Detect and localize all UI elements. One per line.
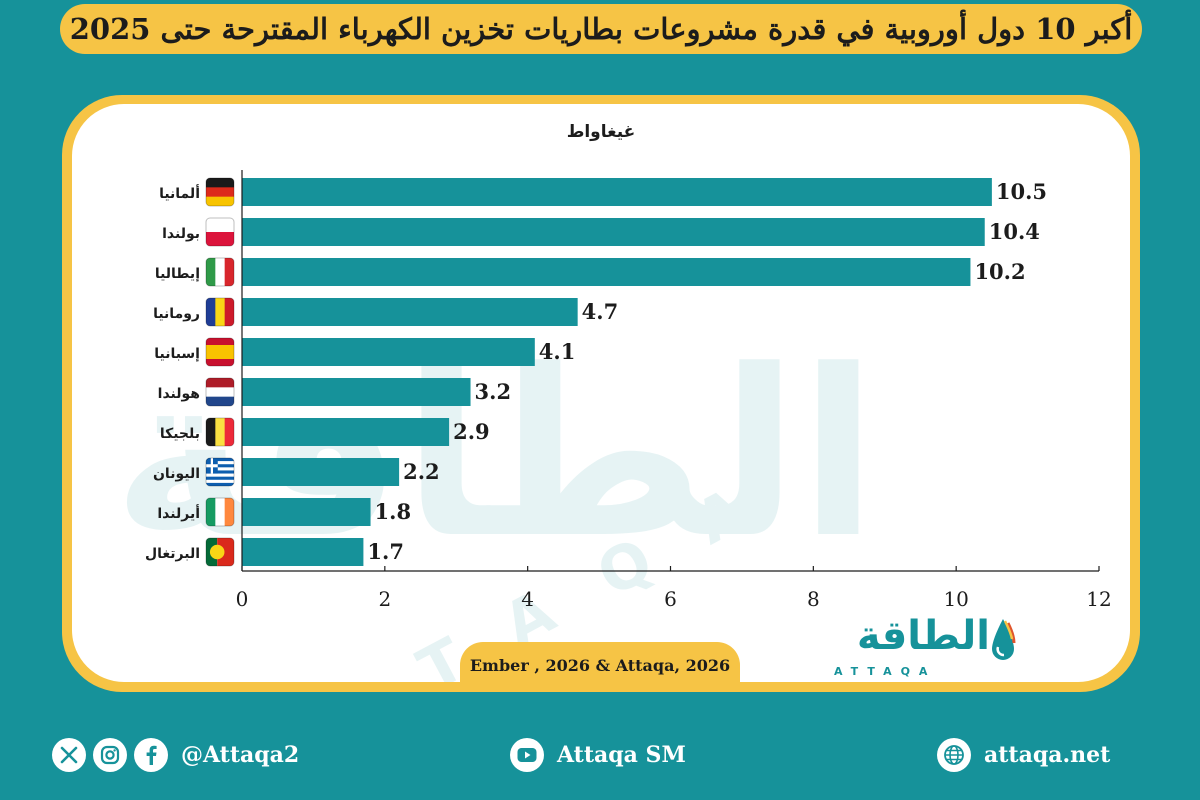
website-group: attaqa.net — [937, 738, 1110, 772]
x-icon[interactable] — [52, 738, 86, 772]
bar-value-label: 1.8 — [375, 499, 412, 524]
x-tick-label: 6 — [664, 587, 677, 611]
unit-label: غيغاواط — [567, 122, 636, 142]
brand-name-ar: الطاقة — [856, 613, 990, 659]
bar-chart: الطاقة ATTAQA غيغاواط 10.5 ألمانيا 10.4 بول… — [112, 122, 1112, 682]
bar-value-label: 2.2 — [403, 459, 440, 484]
bar-value-label: 4.1 — [539, 339, 576, 364]
flag-icon-be — [205, 417, 235, 447]
x-tick-label: 0 — [236, 587, 249, 611]
flag-icon-de — [205, 177, 235, 207]
bar-value-label: 2.9 — [453, 419, 490, 444]
chart-card: الطاقة ATTAQA غيغاواط 10.5 ألمانيا 10.4 بول… — [72, 104, 1130, 682]
flag-icon-ie — [205, 497, 235, 527]
x-tick-label: 12 — [1086, 587, 1111, 611]
x-tick-label: 10 — [943, 587, 968, 611]
flag-icon-it — [205, 257, 235, 287]
social-group: @Attaqa2 — [52, 738, 299, 772]
bar-value-label: 4.7 — [582, 299, 619, 324]
flag-icon-gr — [205, 457, 235, 487]
bar — [242, 338, 535, 366]
category-label: البرتغال — [145, 546, 200, 562]
source-text: Ember , 2026 & Attaqa, 2026 — [469, 655, 731, 675]
source-pill: Ember , 2026 & Attaqa, 2026 — [460, 642, 740, 688]
category-label: إسبانيا — [154, 346, 200, 362]
bar — [242, 458, 400, 486]
chart-title: أكبر 10 دول أوروبية في قدرة مشروعات بطار… — [69, 12, 1133, 46]
youtube-group: Attaqa SM — [510, 738, 686, 772]
globe-icon[interactable] — [937, 738, 971, 772]
x-tick-label: 8 — [807, 587, 820, 611]
flag-icon-pl — [205, 217, 235, 247]
category-label: اليونان — [153, 466, 200, 482]
bar-value-label: 10.5 — [996, 179, 1047, 204]
bar — [242, 258, 971, 286]
category-label: ألمانيا — [159, 184, 200, 202]
flag-icon-ro — [205, 297, 235, 327]
bar-value-label: 10.4 — [989, 219, 1040, 244]
x-tick-label: 2 — [378, 587, 391, 611]
bar — [242, 178, 992, 206]
flag-icon-nl — [205, 377, 235, 407]
brand-logo: الطاقة ATTAQA — [826, 613, 1016, 685]
footer: @Attaqa2 Attaqa SM attaqa.net — [0, 720, 1200, 800]
bar — [242, 538, 364, 566]
category-label: أيرلندا — [157, 504, 200, 522]
bar — [242, 378, 471, 406]
instagram-icon[interactable] — [93, 738, 127, 772]
bar — [242, 218, 985, 246]
flag-icon-es — [205, 337, 235, 367]
category-label: بلجيكا — [160, 426, 200, 442]
brand-name-en: ATTAQA — [834, 665, 937, 678]
category-label: رومانيا — [153, 306, 200, 322]
flag-icon-pt — [205, 537, 235, 567]
youtube-icon[interactable] — [510, 738, 544, 772]
facebook-icon[interactable] — [134, 738, 168, 772]
bar-value-label: 10.2 — [974, 259, 1025, 284]
bar — [242, 418, 450, 446]
category-label: هولندا — [158, 386, 200, 402]
bar-value-label: 1.7 — [367, 539, 404, 564]
social-handle[interactable]: @Attaqa2 — [181, 742, 300, 768]
bar — [242, 298, 578, 326]
x-tick-label: 4 — [521, 587, 534, 611]
bar-value-label: 3.2 — [475, 379, 512, 404]
title-banner: أكبر 10 دول أوروبية في قدرة مشروعات بطار… — [60, 4, 1142, 54]
category-label: بولندا — [162, 226, 200, 242]
svg-text:الطاقة: الطاقة — [112, 322, 878, 589]
category-label: إيطاليا — [155, 266, 200, 282]
bar — [242, 498, 371, 526]
website-url[interactable]: attaqa.net — [984, 742, 1111, 768]
youtube-channel[interactable]: Attaqa SM — [557, 742, 686, 768]
drop-icon — [992, 619, 1016, 660]
